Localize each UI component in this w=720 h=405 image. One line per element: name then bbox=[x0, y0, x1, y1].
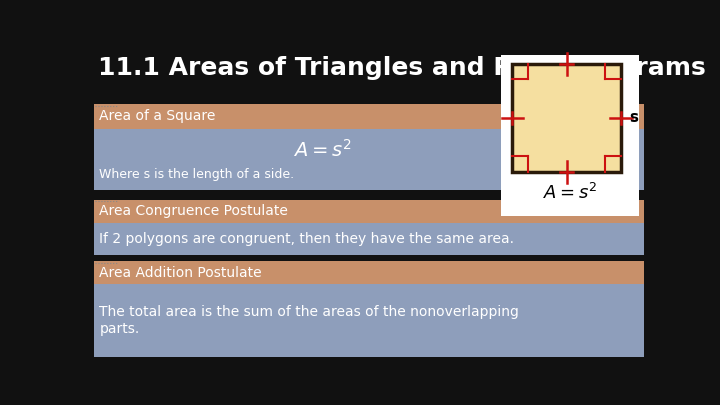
Bar bbox=[513, 64, 621, 172]
Text: The total area is the sum of the areas of the nonoverlapping
parts.: The total area is the sum of the areas o… bbox=[99, 305, 519, 335]
Bar bbox=[94, 223, 644, 255]
Text: 11.1 Areas of Triangles and Parallelograms: 11.1 Areas of Triangles and Parallelogra… bbox=[98, 56, 706, 80]
Text: $A = s^2$: $A = s^2$ bbox=[293, 139, 352, 161]
Bar bbox=[500, 55, 639, 216]
Text: Area Addition Postulate: Area Addition Postulate bbox=[99, 266, 262, 280]
Bar bbox=[94, 104, 644, 129]
Bar bbox=[94, 261, 644, 284]
Text: Where s is the length of a side.: Where s is the length of a side. bbox=[99, 168, 294, 181]
Text: s: s bbox=[629, 111, 639, 126]
Text: If 2 polygons are congruent, then they have the same area.: If 2 polygons are congruent, then they h… bbox=[99, 232, 514, 246]
Text: Area Congruence Postulate: Area Congruence Postulate bbox=[99, 204, 288, 218]
Bar bbox=[94, 129, 644, 190]
Text: $A = s^2$: $A = s^2$ bbox=[543, 183, 597, 203]
Bar bbox=[94, 284, 644, 356]
Bar bbox=[94, 200, 644, 223]
Text: Area of a Square: Area of a Square bbox=[99, 109, 216, 124]
